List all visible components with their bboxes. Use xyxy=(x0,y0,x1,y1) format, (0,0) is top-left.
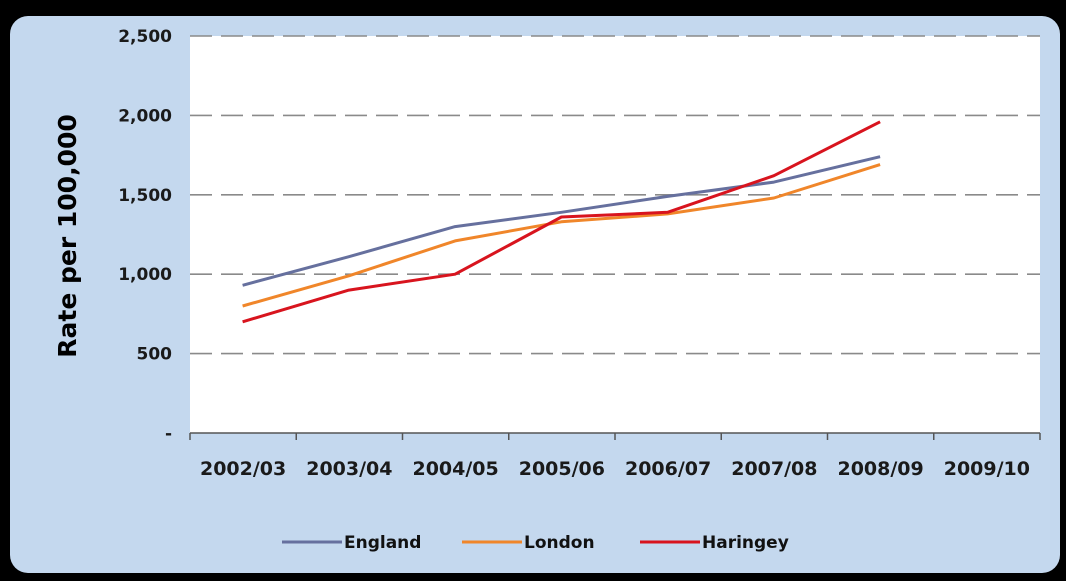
x-tick-label: 2003/04 xyxy=(306,458,392,480)
x-tick-label: 2007/08 xyxy=(731,458,817,480)
y-tick-label: - xyxy=(165,424,172,444)
x-tick-label: 2006/07 xyxy=(625,458,711,480)
x-tick-label: 2002/03 xyxy=(200,458,286,480)
series-line-haringey xyxy=(242,120,881,324)
line-chart: - 500 1,000 1,500 2,000 2,500 2002/03 2003/04 2… xyxy=(53,27,1041,553)
legend-label: England xyxy=(344,533,421,553)
series-line-london xyxy=(242,163,881,308)
x-tick-label: 2004/05 xyxy=(412,458,498,480)
y-tick-label: 2,500 xyxy=(118,27,172,47)
y-tick-label: 500 xyxy=(137,345,173,365)
y-axis-label: Rate per 100,000 xyxy=(53,114,82,357)
chart-area: - 500 1,000 1,500 2,000 2,500 2002/03 2003/04 2… xyxy=(10,16,1060,573)
y-tick-label: 1,000 xyxy=(118,265,172,285)
legend-label: Haringey xyxy=(702,533,789,553)
x-tick-label: 2005/06 xyxy=(519,458,605,480)
x-tick-label: 2009/10 xyxy=(944,458,1030,480)
y-tick-label: 2,000 xyxy=(118,106,172,126)
y-tick-label: 1,500 xyxy=(118,186,172,206)
series-line-england xyxy=(242,155,881,287)
legend-label: London xyxy=(524,533,595,553)
x-tick-label: 2008/09 xyxy=(837,458,923,480)
plot-area xyxy=(190,36,1040,433)
